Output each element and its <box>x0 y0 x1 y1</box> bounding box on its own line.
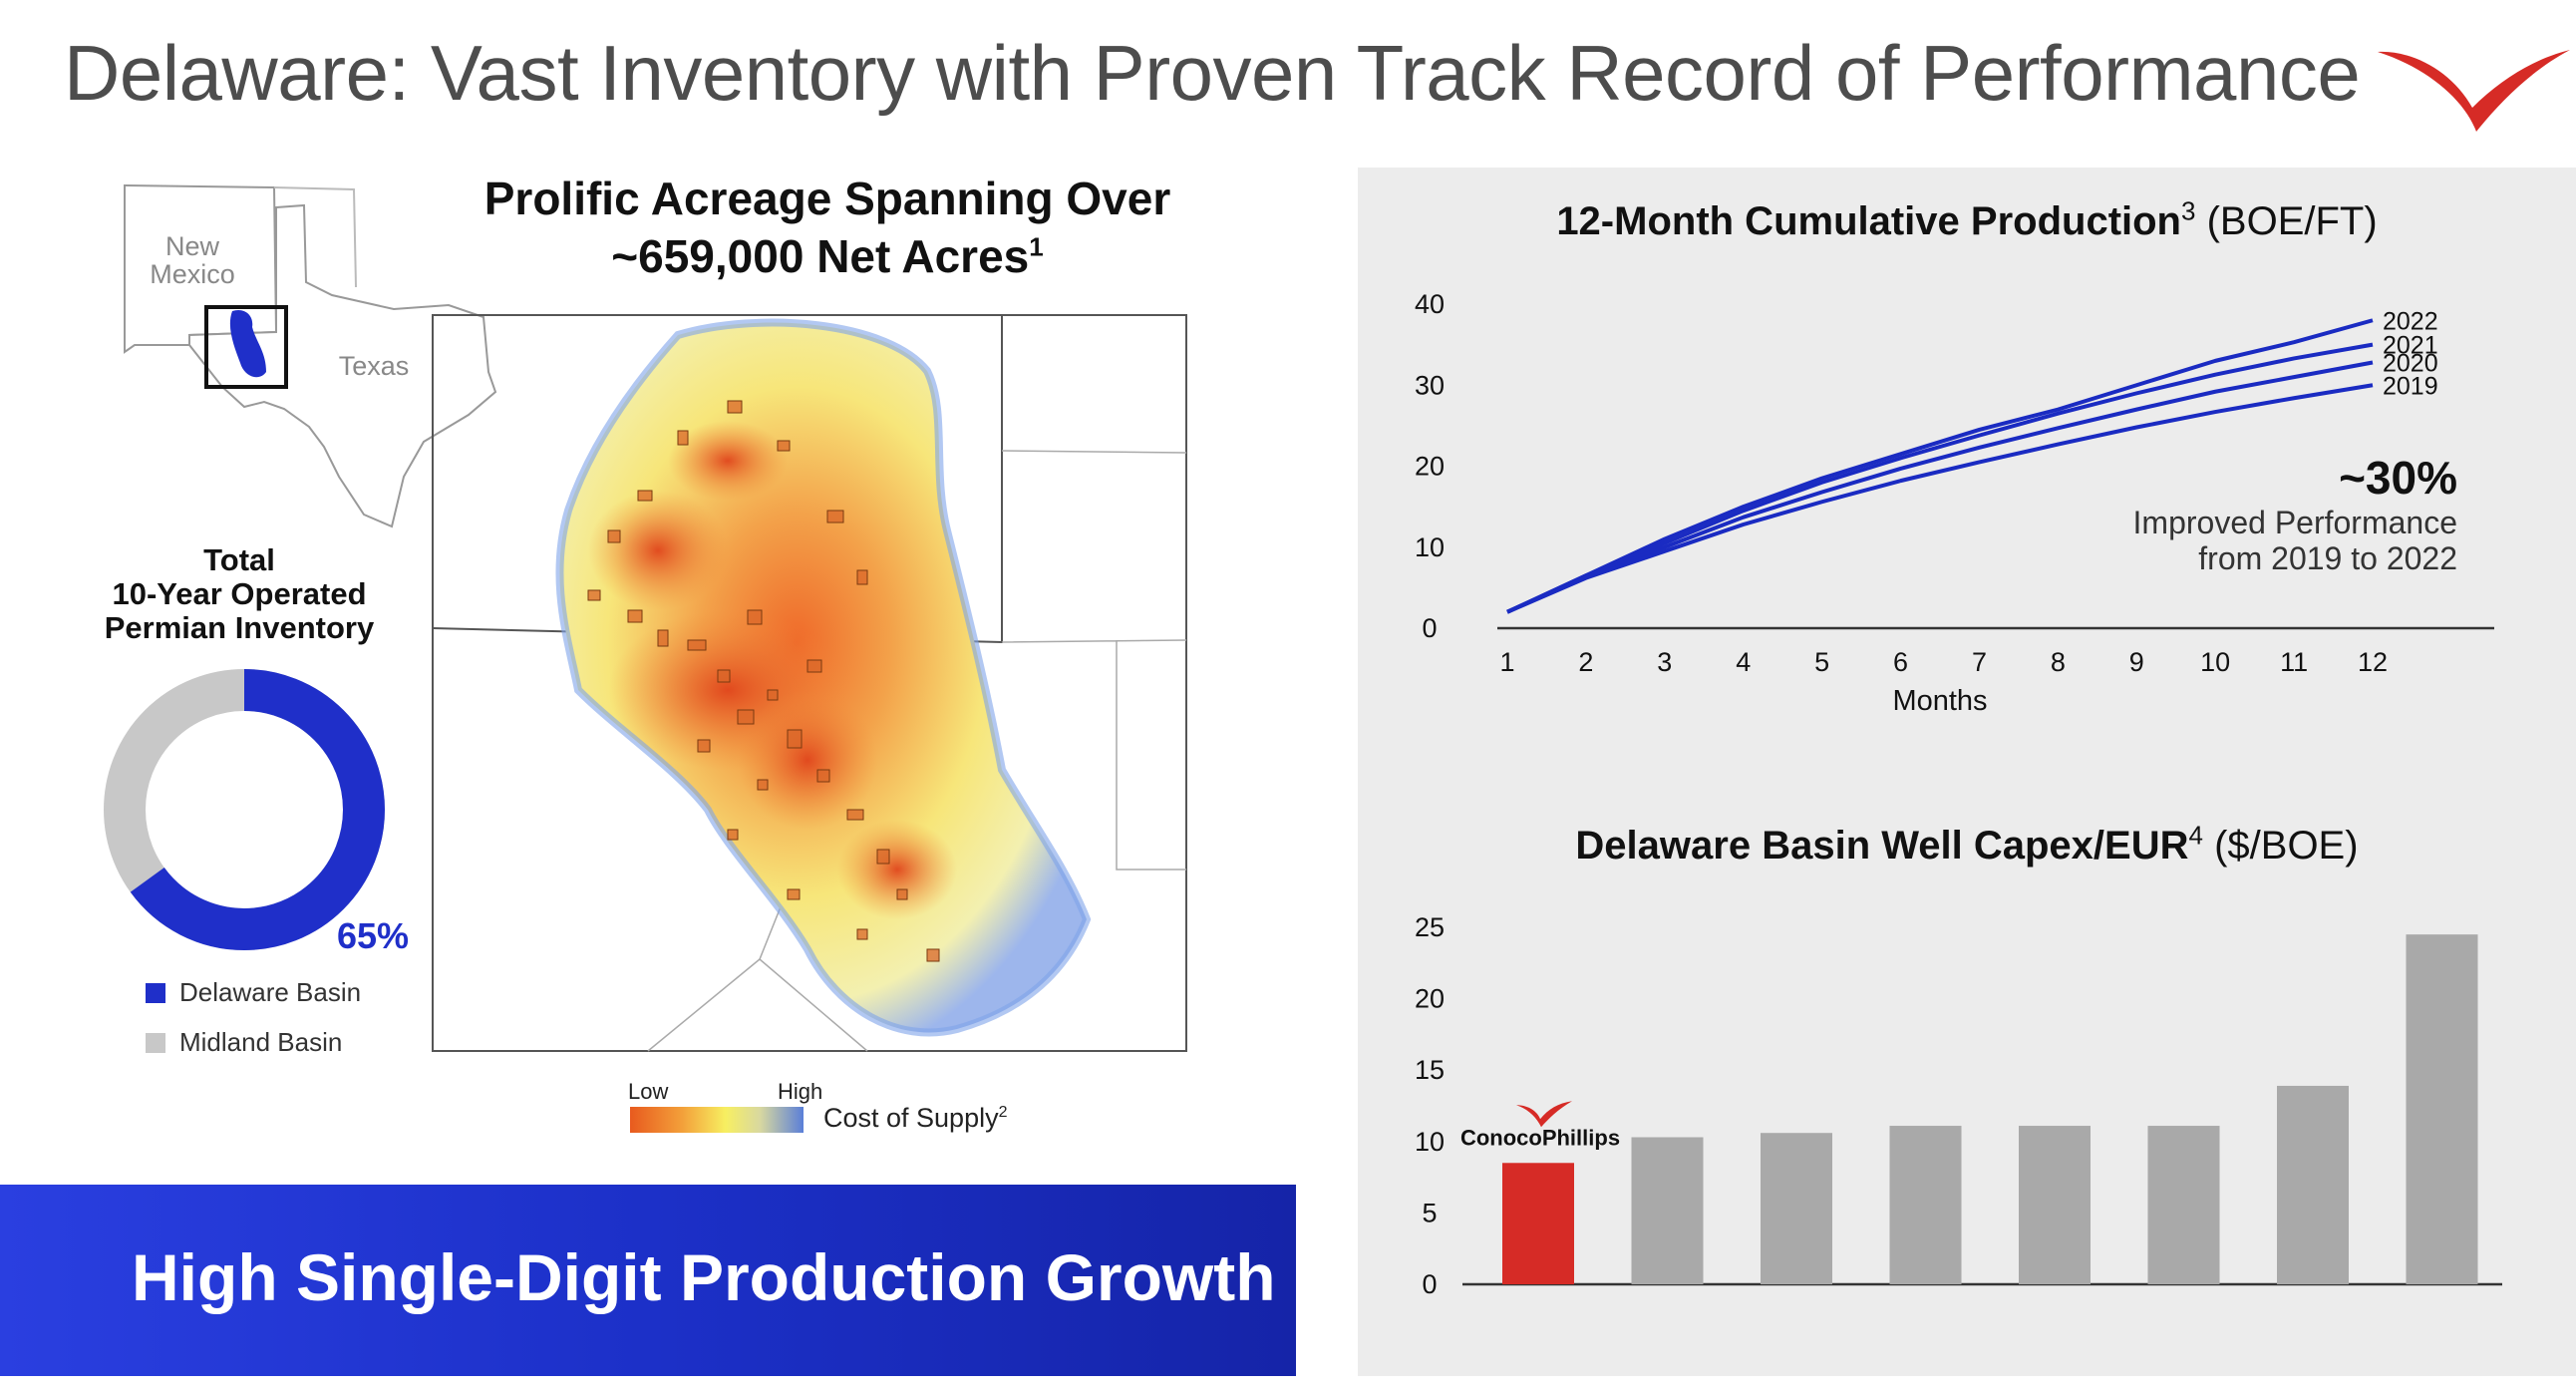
series-label-2021: 2021 <box>2383 332 2438 360</box>
map-heading: Prolific Acreage Spanning Over ~659,000 … <box>429 170 1226 285</box>
y-tick-label: 0 <box>1422 1269 1437 1299</box>
cost-of-supply-scale-bar <box>630 1107 804 1133</box>
map-heading-line1: Prolific Acreage Spanning Over <box>483 173 1171 224</box>
growth-banner <box>0 1185 1296 1376</box>
conocophillips-logo-icon <box>2378 50 2570 132</box>
series-label-2022: 2022 <box>2383 307 2438 335</box>
capex-chart-units: ($/BOE) <box>2214 824 2359 868</box>
inventory-title-line1: Total <box>203 542 275 577</box>
inventory-title-line3: Permian Inventory <box>104 610 375 645</box>
map-heading-line2: ~659,000 Net Acres <box>611 230 1030 282</box>
y-tick-label: 10 <box>1415 1127 1445 1157</box>
y-tick-label: 10 <box>1415 532 1445 562</box>
x-tick-label: 12 <box>2358 647 2388 677</box>
improvement-annotation-text: Improved Performance from 2019 to 2022 <box>1954 505 2457 576</box>
legend-midland-swatch <box>146 1033 165 1053</box>
capex-bar <box>1631 1137 1704 1284</box>
scale-high-label: High <box>778 1079 823 1104</box>
x-tick-label: 1 <box>1499 647 1514 677</box>
basin-heat-map <box>432 314 1187 1052</box>
x-tick-label: 7 <box>1972 647 1987 677</box>
cost-of-supply-label: Cost of Supply2 <box>823 1103 1008 1134</box>
x-tick-label: 11 <box>2280 647 2308 677</box>
legend-delaware-swatch <box>146 983 165 1003</box>
series-label-2019: 2019 <box>2383 372 2438 400</box>
legend-delaware-label: Delaware Basin <box>179 977 362 1007</box>
donut-delaware-slice <box>104 669 385 950</box>
y-tick-label: 5 <box>1422 1198 1437 1227</box>
legend-delaware: Delaware Basin <box>146 977 361 1008</box>
legend-midland: Midland Basin <box>146 1027 342 1058</box>
x-tick-label: 2 <box>1578 647 1593 677</box>
inset-label-mexico: Mexico <box>150 259 235 289</box>
x-tick-label: 5 <box>1814 647 1829 677</box>
capex-bar-chart: 0 5 10 15 20 25 ConocoPhillips <box>1415 912 2502 1299</box>
y-tick-label: 20 <box>1415 984 1445 1014</box>
x-tick-label: 3 <box>1657 647 1672 677</box>
y-tick-label: 0 <box>1422 613 1437 643</box>
series-line-2022 <box>1506 318 2374 614</box>
improvement-annotation-line2: from 2019 to 2022 <box>2198 540 2457 576</box>
conocophillips-small-logo-icon <box>1516 1101 1572 1128</box>
series-line-2019 <box>1506 383 2374 614</box>
inventory-title: Total 10-Year Operated Permian Inventory <box>60 543 419 645</box>
locator-map: New Mexico Texas <box>124 183 497 528</box>
legend-midland-label: Midland Basin <box>179 1027 343 1057</box>
capex-bar <box>2406 934 2478 1284</box>
x-tick-label: 8 <box>2051 647 2066 677</box>
capex-chart-footnote: 4 <box>2188 820 2203 851</box>
page-title: Delaware: Vast Inventory with Proven Tra… <box>64 29 2361 117</box>
x-tick-label: 6 <box>1893 647 1908 677</box>
capex-chart-title: Delaware Basin Well Capex/EUR4 ($/BOE) <box>1358 820 2576 869</box>
capex-chart-title-text: Delaware Basin Well Capex/EUR <box>1575 824 2189 868</box>
inset-label-texas: Texas <box>339 351 410 381</box>
growth-banner-text: High Single-Digit Production Growth <box>132 1240 1276 1314</box>
capex-bar <box>1761 1133 1832 1284</box>
y-tick-label: 30 <box>1415 370 1445 400</box>
y-tick-label: 40 <box>1415 289 1445 319</box>
inset-label-new: New <box>165 231 220 261</box>
delaware-pct-label: 65% <box>337 915 410 956</box>
capex-bar <box>1502 1163 1574 1284</box>
x-tick-label: 9 <box>2129 647 2144 677</box>
production-chart-title: 12-Month Cumulative Production3 (BOE/FT) <box>1358 195 2576 244</box>
x-axis-title: Months <box>1892 685 1987 717</box>
capex-bar <box>2147 1126 2220 1284</box>
cost-of-supply-text: Cost of Supply <box>823 1103 999 1133</box>
capex-bar <box>2019 1126 2091 1284</box>
production-chart-title-text: 12-Month Cumulative Production <box>1556 199 2181 243</box>
production-chart-units: (BOE/FT) <box>2206 199 2378 243</box>
capex-bar <box>1889 1126 1962 1284</box>
series-line-2020 <box>1506 360 2374 614</box>
capex-highlight-label: ConocoPhillips <box>1460 1125 1620 1150</box>
scale-low-label: Low <box>628 1079 669 1104</box>
capex-bar <box>2277 1085 2349 1284</box>
y-tick-label: 20 <box>1415 452 1445 482</box>
series-label-2020: 2020 <box>2383 350 2438 378</box>
series-line-2021 <box>1506 342 2374 614</box>
production-chart-footnote: 3 <box>2181 195 2196 226</box>
inventory-title-line2: 10-Year Operated <box>112 576 367 611</box>
x-tick-label: 4 <box>1736 647 1751 677</box>
improvement-annotation-line1: Improved Performance <box>2132 505 2457 540</box>
improvement-annotation-value: ~30% <box>2339 452 2457 504</box>
delaware-basin-shape <box>229 309 266 378</box>
y-tick-label: 15 <box>1415 1055 1445 1085</box>
delaware-highlight-box <box>204 305 288 389</box>
map-heading-footnote: 1 <box>1029 231 1044 262</box>
x-tick-label: 10 <box>2200 647 2230 677</box>
cost-of-supply-footnote: 2 <box>998 1104 1008 1121</box>
y-tick-label: 25 <box>1415 912 1445 942</box>
inventory-donut-chart <box>104 669 385 950</box>
